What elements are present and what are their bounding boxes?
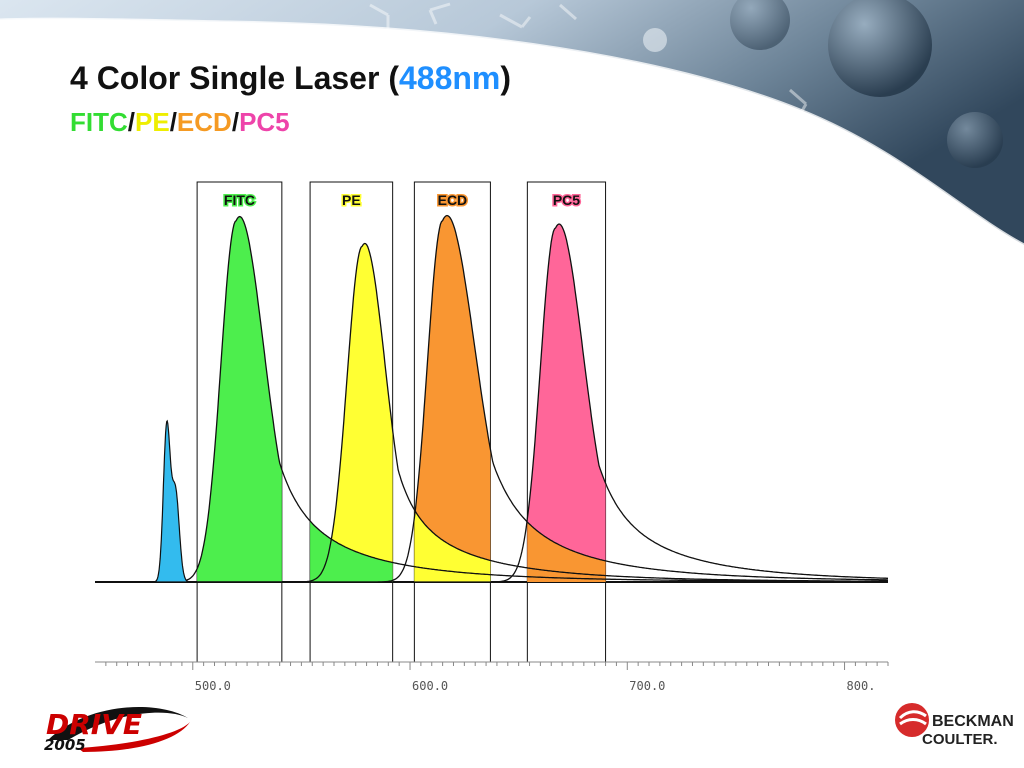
- beckman-coulter-logo: BECKMAN COULTER.: [895, 703, 1014, 748]
- drive-logo-text: DRIVE: [46, 708, 142, 741]
- band-fill-pe: [310, 243, 393, 582]
- subtitle-separator: /: [169, 107, 177, 137]
- x-tick-label: 500.0: [195, 679, 231, 693]
- subtitle-fitc: FITC: [70, 107, 128, 137]
- band-fill-pc5: [527, 224, 606, 582]
- band-fill-fitc: [197, 216, 282, 582]
- slide-subtitle: FITC/PE/ECD/PC5: [70, 107, 290, 138]
- beckman-text: BECKMAN: [932, 713, 1014, 730]
- spillover-fill-pe: [414, 509, 491, 582]
- subtitle-separator: /: [231, 107, 240, 137]
- spillover-fill-ecd: [527, 522, 606, 582]
- title-close-paren: ): [500, 60, 512, 96]
- band-label-ecd: ECD: [438, 192, 468, 208]
- band-label-pe: PE: [342, 192, 361, 208]
- drive-logo-year: 2005: [44, 736, 86, 754]
- spillover-fill-fitc: [310, 521, 393, 582]
- band-fill-ecd: [414, 215, 491, 582]
- band-label-fitc: FITC: [224, 192, 255, 208]
- subtitle-pc5: PC5: [239, 107, 290, 137]
- subtitle-pe: PE: [135, 107, 170, 137]
- title-wavelength: 488nm: [398, 60, 501, 96]
- x-tick-label: 800.: [847, 679, 876, 693]
- band-label-pc5: PC5: [553, 192, 580, 208]
- laser-scatter-peak: [144, 419, 193, 583]
- decorative-banner: [0, 0, 1024, 247]
- spectrum-line-pc5: [95, 223, 888, 583]
- title-text: 4 Color Single Laser (: [70, 60, 399, 96]
- drive-2005-logo: DRIVE 2005: [44, 707, 190, 754]
- spectrum-line-fitc: [95, 215, 888, 583]
- subtitle-separator: /: [127, 107, 135, 137]
- x-tick-label: 600.0: [412, 679, 448, 693]
- coulter-text: COULTER.: [922, 731, 998, 748]
- x-tick-label: 700.0: [629, 679, 665, 693]
- subtitle-ecd: ECD: [176, 107, 232, 137]
- slide-title: 4 Color Single Laser (488nm): [70, 60, 511, 97]
